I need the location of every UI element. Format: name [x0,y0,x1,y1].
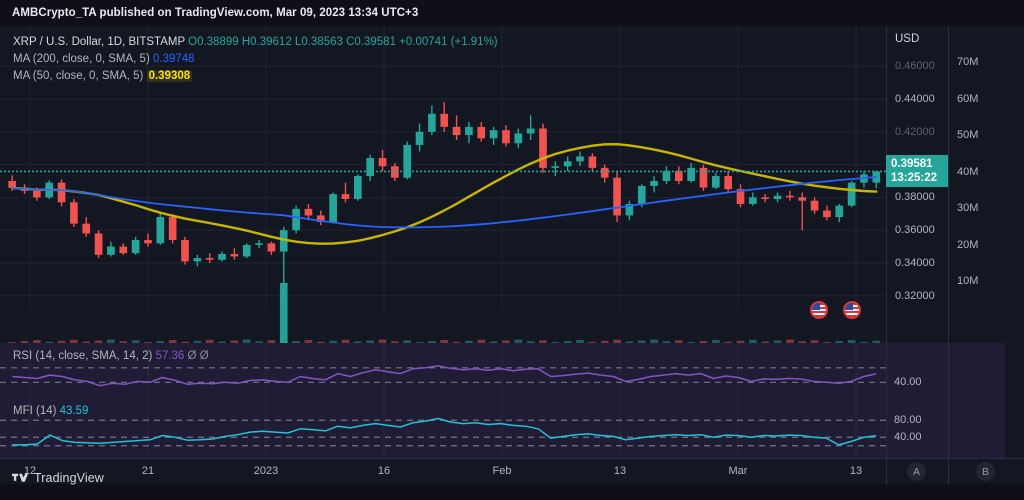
rsi-pane[interactable]: RSI (14, close, SMA, 14, 2) 57.36 Ø Ø [0,343,1005,398]
mfi-tick: 40.00 [894,431,922,444]
price-scale-unit: USD [895,33,920,45]
scale-button-a[interactable]: A [907,462,926,481]
volume-tick: 50M [957,129,979,141]
rsi-series [0,343,886,398]
time-tick: 21 [141,465,155,477]
current-price-badge: 0.39581 13:25:22 [886,155,948,188]
price-grid [0,26,886,311]
flag-canton [845,303,853,311]
volume-series [8,283,881,343]
volume-tick: 60M [957,92,979,105]
time-axis-sep-2 [948,459,949,485]
price-tick: 0.34000 [895,257,935,269]
volume-pane [0,283,1005,343]
time-tick: 13 [613,465,627,477]
us-flag-event-icon[interactable] [810,301,828,319]
time-tick: Mar [728,465,748,477]
chart-frame: XRP / U.S. Dollar, 1D, BITSTAMP O0.38899… [0,26,1024,485]
volume-tick: 40M [957,165,979,178]
price-scale[interactable]: USD 0.460000.440000.420000.400000.380000… [886,26,948,468]
time-tick: 2023 [253,465,279,477]
publisher-text: AMBCrypto_TA published on TradingView.co… [12,7,419,19]
us-flag-event-icon[interactable] [843,301,861,319]
price-tick: 0.38000 [895,191,935,204]
tradingview-wordmark: TradingView [34,471,104,485]
volume-tick: 10M [957,275,979,287]
volume-tick: 70M [957,56,979,68]
current-time-value: 13:25:22 [891,172,938,185]
time-tick: 16 [377,465,391,477]
volume-scale[interactable]: 70M 60M 50M 40M 30M 20M 10M [948,26,1024,468]
volume-tick: 20M [957,238,979,251]
price-tick: 0.44000 [895,93,935,105]
scale-button-b[interactable]: B [976,462,995,481]
tradingview-watermark: TradingView [12,471,104,485]
time-axis-sep-1 [886,459,887,485]
time-axis[interactable]: 12 21 2023 16 Feb 13 Mar 13 A B [0,458,1024,485]
mfi-tick: 80.00 [894,414,922,427]
flag-canton [812,303,820,311]
time-tick: 13 [849,465,863,477]
price-tick: 0.32000 [895,289,935,302]
candlestick-series [0,102,886,300]
publisher-header: AMBCrypto_TA published on TradingView.co… [0,0,1024,26]
price-pane[interactable]: XRP / U.S. Dollar, 1D, BITSTAMP O0.38899… [0,26,1005,311]
time-tick: Feb [492,465,512,477]
mfi-series [0,398,886,458]
rsi-tick: 40.00 [894,376,922,389]
tradingview-logo-icon [12,473,29,482]
price-tick: 0.36000 [895,224,935,237]
price-tick: 0.42000 [895,125,935,138]
mfi-pane[interactable]: MFI (14) 43.59 [0,398,1005,458]
price-tick: 0.46000 [895,60,935,73]
current-price-value: 0.39581 [891,158,933,171]
volume-tick: 30M [957,202,979,214]
